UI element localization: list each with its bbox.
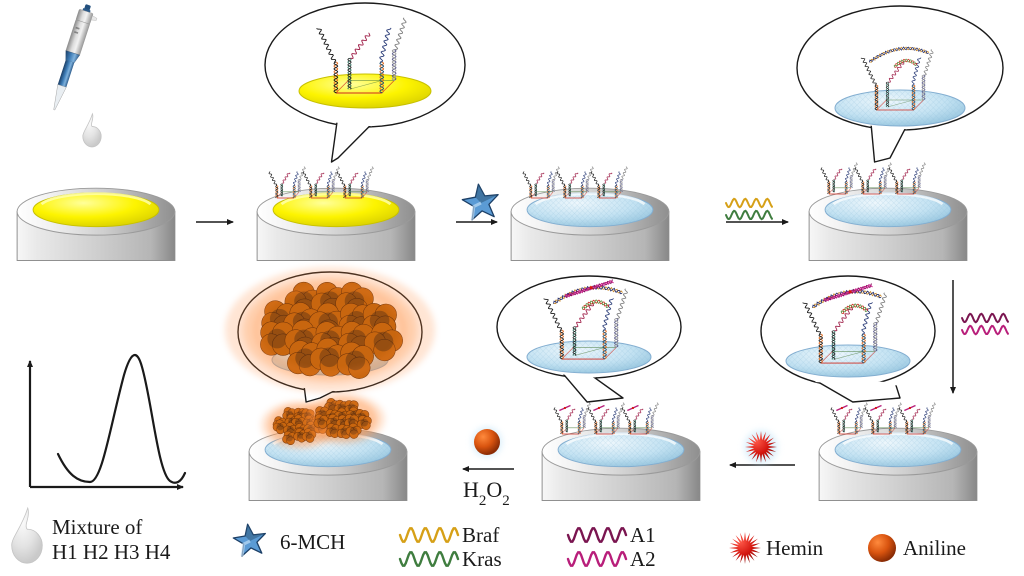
svg-text:A2: A2 — [630, 547, 656, 571]
svg-text:Hemin: Hemin — [766, 536, 824, 560]
svg-text:Aniline: Aniline — [903, 536, 966, 560]
svg-text:A1: A1 — [630, 523, 656, 547]
svg-text:H2O2: H2O2 — [463, 477, 510, 509]
svg-text:Kras: Kras — [462, 547, 502, 571]
svg-text:H1 H2 H3 H4: H1 H2 H3 H4 — [52, 540, 171, 564]
svg-text:Mixture of: Mixture of — [52, 515, 142, 539]
svg-text:Braf: Braf — [462, 523, 499, 547]
svg-text:6-MCH: 6-MCH — [280, 530, 345, 554]
